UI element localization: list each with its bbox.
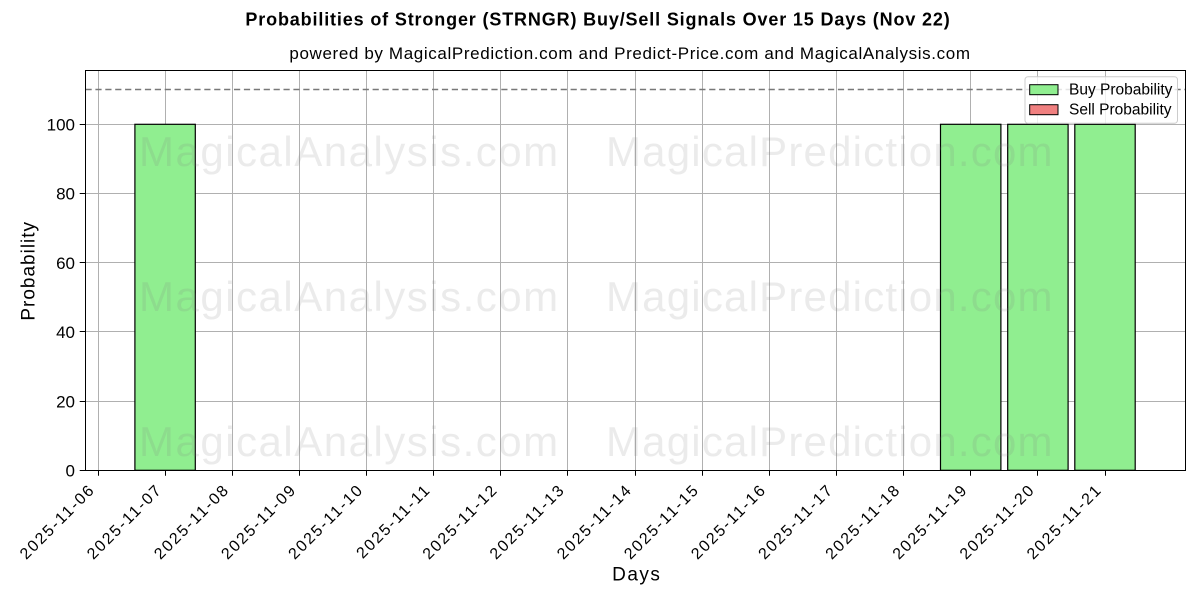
- svg-text:MagicalAnalysis.com: MagicalAnalysis.com: [139, 128, 560, 175]
- svg-text:Probabilities of Stronger (STR: Probabilities of Stronger (STRNGR) Buy/S…: [245, 9, 950, 29]
- svg-text:MagicalPrediction.com: MagicalPrediction.com: [606, 418, 1054, 465]
- svg-text:Days: Days: [612, 565, 661, 586]
- svg-text:MagicalPrediction.com: MagicalPrediction.com: [606, 273, 1054, 320]
- svg-text:100: 100: [47, 116, 75, 135]
- svg-text:MagicalAnalysis.com: MagicalAnalysis.com: [139, 273, 560, 320]
- svg-text:40: 40: [56, 323, 75, 342]
- svg-text:20: 20: [56, 392, 75, 411]
- svg-text:0: 0: [66, 462, 75, 481]
- svg-text:Probability: Probability: [19, 221, 40, 321]
- svg-text:Buy Probability: Buy Probability: [1069, 82, 1173, 99]
- svg-text:60: 60: [56, 254, 75, 273]
- svg-text:powered by MagicalPrediction.c: powered by MagicalPrediction.com and Pre…: [289, 44, 970, 63]
- svg-text:MagicalAnalysis.com: MagicalAnalysis.com: [139, 418, 560, 465]
- svg-text:MagicalPrediction.com: MagicalPrediction.com: [606, 128, 1054, 175]
- svg-text:Sell Probability: Sell Probability: [1069, 102, 1172, 119]
- svg-text:80: 80: [56, 185, 75, 204]
